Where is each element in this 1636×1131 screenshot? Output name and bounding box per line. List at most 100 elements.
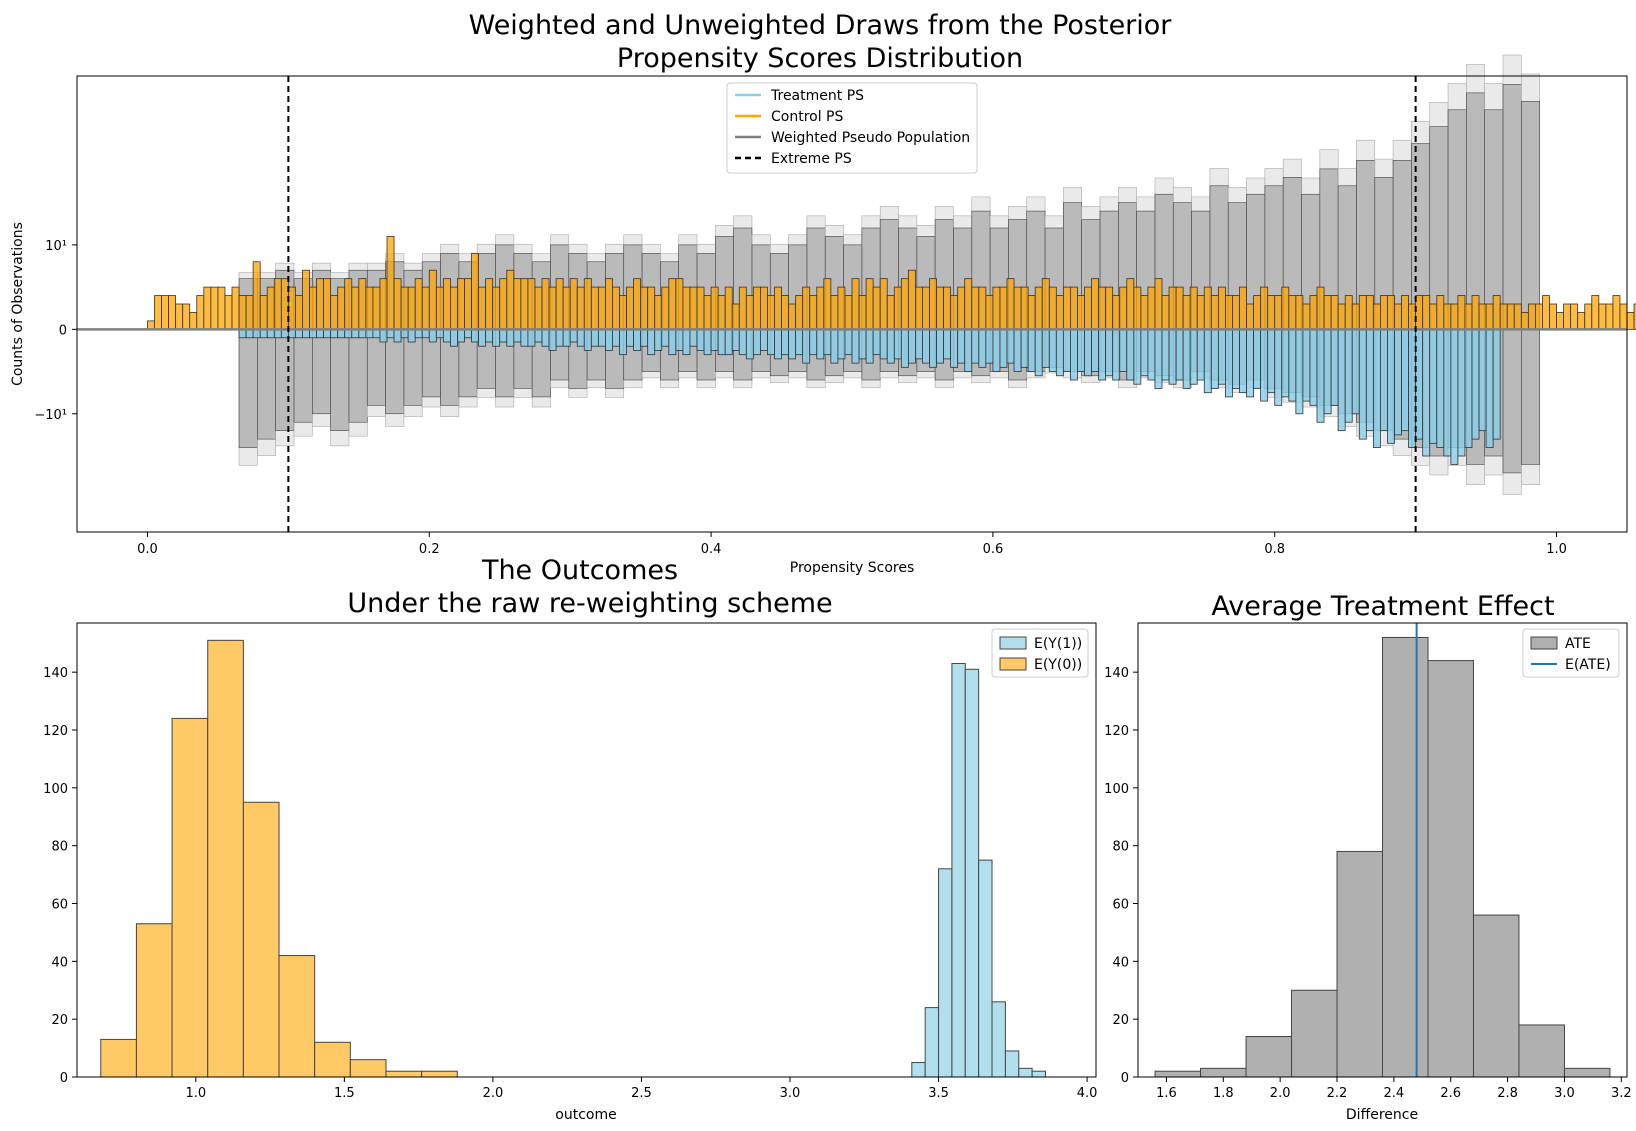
treatment-ps-bar: [619, 328, 627, 356]
treatment-ps-bar: [1084, 328, 1092, 377]
control-ps-bar: [1429, 303, 1438, 330]
control-ps-bar: [471, 252, 479, 330]
ate-panel: Average Treatment Effect 1.6 1.8 2.0 2.2 2.4…: [1104, 591, 1631, 1123]
treatment-ps-bar: [379, 328, 388, 343]
treatment-ps-bar: [851, 328, 860, 364]
control-ps-bar: [457, 278, 465, 330]
ate-legend: ATE E(ATE): [1522, 628, 1620, 678]
control-ps-bar: [435, 286, 444, 330]
control-ps-bar: [696, 286, 705, 330]
treatment-ps-bar: [1189, 328, 1198, 385]
treatment-ps-bar: [1062, 328, 1071, 372]
control-ps-bar: [266, 286, 275, 330]
treatment-ps-bar: [1436, 328, 1445, 448]
control-ps-bar: [922, 286, 930, 330]
treatment-ps-bar: [1408, 328, 1417, 448]
hist-bar: [924, 1007, 940, 1078]
control-ps-bar: [929, 278, 937, 330]
treatment-ps-bar: [950, 328, 959, 368]
x-tick-label: 1.5: [334, 1086, 355, 1101]
treatment-ps-bar: [1077, 328, 1085, 372]
control-ps-bar: [576, 286, 585, 330]
treatment-ps-bar: [1351, 328, 1360, 415]
control-ps-bar: [280, 278, 289, 330]
y-tick-label: 120: [43, 724, 68, 739]
control-ps-bar: [1471, 295, 1480, 330]
treatment-ps-bar: [696, 328, 705, 351]
x-tick-label: 2.8: [1497, 1086, 1518, 1101]
treatment-ps-bar: [337, 328, 346, 339]
treatment-ps-bar: [1041, 328, 1050, 368]
control-ps-bar: [950, 295, 959, 330]
control-ps-bar: [1337, 303, 1346, 330]
treatment-ps-bar: [1091, 328, 1099, 372]
control-ps-bar: [964, 278, 973, 330]
x-tick-label: 3.2: [1611, 1086, 1632, 1101]
legend-swatch: [1530, 636, 1558, 650]
treatment-ps-bar: [802, 328, 811, 364]
x-tick-label: 0.0: [137, 542, 158, 557]
control-ps-bar: [1091, 278, 1099, 330]
x-tick-label: 0.2: [419, 542, 440, 557]
control-ps-bar: [1119, 286, 1128, 330]
weighted-draw-bar: [330, 329, 350, 431]
treatment-ps-bar: [273, 328, 282, 339]
hist-bar: [100, 1038, 137, 1078]
weighted-draw-bar: [1466, 92, 1485, 330]
control-ps-bar: [767, 295, 775, 330]
treatment-ps-bar: [1013, 328, 1022, 372]
treatment-ps-bar: [879, 328, 888, 360]
control-ps-bar: [1457, 295, 1466, 330]
treatment-ps-bar: [1161, 328, 1170, 381]
treatment-ps-bar: [612, 328, 620, 347]
treatment-ps-bar: [1471, 328, 1480, 440]
control-ps-bar: [1196, 295, 1205, 330]
hist-bar: [135, 923, 173, 1078]
top-title-line1: Weighted and Unweighted Draws from the P…: [469, 10, 1173, 41]
outcomes-bars-group: [100, 639, 1046, 1078]
control-ps-bar: [161, 295, 169, 330]
hist-bar: [1336, 850, 1383, 1078]
control-ps-bar: [1055, 295, 1064, 330]
weighted-draw-bar: [293, 329, 313, 423]
hist-bar: [938, 868, 953, 1078]
treatment-ps-bar: [689, 328, 698, 347]
x-tick-label: 1.6: [1156, 1086, 1177, 1101]
control-ps-bar: [1513, 303, 1522, 330]
control-ps-bar: [421, 286, 430, 330]
hist-bar: [314, 1041, 351, 1078]
treatment-ps-bar: [1203, 328, 1212, 394]
control-ps-bar: [1527, 303, 1536, 330]
top-bars-group: [147, 54, 1636, 495]
control-ps-bar: [752, 286, 761, 330]
control-ps-bar: [513, 278, 522, 330]
outcomes-xlabel: outcome: [555, 1107, 616, 1123]
control-ps-bar: [1027, 295, 1036, 330]
control-ps-bar: [724, 286, 733, 330]
treatment-ps-bar: [541, 328, 550, 347]
weighted-draw-bar: [348, 329, 368, 423]
control-ps-bar: [971, 286, 980, 330]
x-tick-label: 3.5: [928, 1086, 949, 1101]
control-ps-bar: [1499, 303, 1508, 330]
treatment-ps-bar: [245, 328, 254, 339]
y-tick-label: 20: [51, 1013, 68, 1028]
control-ps-bar: [1464, 303, 1473, 330]
control-ps-bar: [1478, 303, 1487, 330]
control-ps-bar: [210, 286, 219, 330]
x-tick-label: 3.0: [780, 1086, 801, 1101]
control-ps-bar: [802, 286, 811, 330]
hist-bar: [911, 1062, 926, 1078]
treatment-ps-bar: [1358, 328, 1367, 440]
treatment-ps-bar: [1126, 328, 1135, 381]
treatment-ps-bar: [1330, 328, 1339, 406]
control-ps-bar: [1020, 286, 1029, 330]
control-ps-bar: [851, 278, 860, 330]
hist-bar: [964, 668, 980, 1078]
x-tick-label: 3.0: [1554, 1086, 1575, 1101]
control-ps-bar: [1401, 295, 1409, 330]
hist-bar: [1004, 1050, 1020, 1078]
treatment-ps-bar: [675, 328, 684, 351]
control-ps-bar: [1246, 303, 1254, 330]
hist-bar: [242, 801, 280, 1078]
